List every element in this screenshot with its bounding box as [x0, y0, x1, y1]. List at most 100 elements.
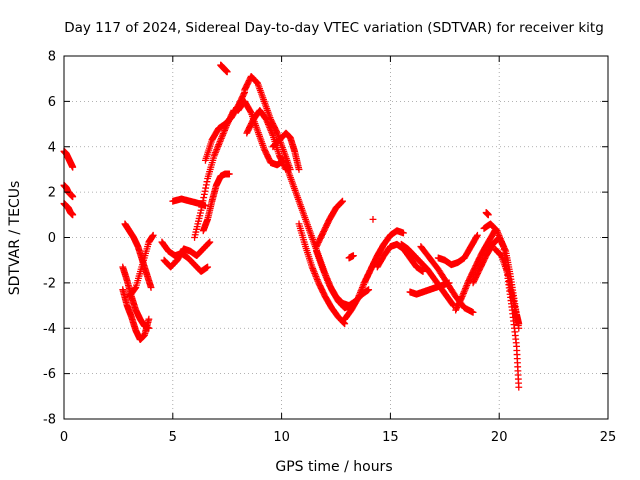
data-point	[266, 124, 274, 131]
data-point	[69, 193, 77, 201]
y-tick-label: 8	[48, 50, 56, 65]
y-tick-label: 2	[48, 186, 56, 201]
data-point	[212, 147, 220, 155]
data-point	[460, 288, 468, 296]
data-point	[473, 232, 481, 240]
data-point	[498, 238, 505, 246]
data-point	[461, 286, 469, 294]
data-point	[212, 149, 219, 157]
data-point	[203, 178, 211, 186]
data-point	[200, 194, 208, 201]
ticks-layer	[63, 55, 609, 420]
data-point	[202, 184, 210, 192]
data-point	[313, 276, 321, 284]
y-tick-label: -4	[43, 322, 56, 337]
data-point	[309, 265, 317, 272]
data-point	[356, 290, 364, 298]
data-point	[213, 146, 221, 153]
data-points-layer	[60, 61, 523, 391]
y-tick-label: 6	[48, 95, 56, 110]
x-axis-label: GPS time / hours	[275, 459, 392, 475]
data-point	[262, 116, 270, 123]
x-tick-label: 25	[600, 430, 617, 445]
data-point	[515, 320, 523, 328]
data-point	[339, 318, 347, 326]
data-point	[266, 125, 274, 133]
data-point	[354, 295, 362, 303]
data-point	[365, 286, 373, 294]
data-point	[131, 284, 139, 292]
data-point	[337, 199, 345, 206]
data-point	[320, 267, 327, 275]
data-point	[322, 273, 330, 281]
x-tick-label: 10	[273, 430, 290, 445]
data-point	[309, 266, 317, 274]
data-point	[247, 108, 254, 115]
data-point	[493, 227, 501, 235]
data-point	[145, 315, 153, 323]
data-point	[338, 198, 346, 206]
data-point	[474, 231, 481, 239]
data-point	[201, 187, 209, 195]
data-point	[469, 308, 477, 316]
data-point	[69, 211, 77, 219]
data-point	[149, 231, 157, 239]
y-tick-label: -6	[43, 367, 56, 382]
data-point	[460, 289, 467, 297]
data-point	[462, 285, 469, 292]
data-point	[494, 230, 502, 238]
data-point	[312, 273, 320, 280]
data-point	[445, 279, 453, 287]
data-point	[198, 200, 206, 208]
data-point	[359, 282, 367, 290]
data-point	[320, 269, 328, 276]
data-point	[324, 278, 332, 286]
data-point	[310, 268, 318, 276]
data-point	[459, 291, 467, 299]
y-axis-label: SDTVAR / TECUs	[7, 181, 23, 296]
data-point	[308, 263, 316, 271]
data-point	[198, 203, 206, 211]
data-point	[263, 117, 271, 125]
data-point	[357, 287, 365, 295]
data-point	[355, 292, 363, 299]
y-tick-label: 0	[48, 231, 56, 246]
data-point	[225, 170, 233, 178]
data-point	[264, 119, 272, 127]
data-point	[350, 252, 357, 260]
x-tick-label: 20	[491, 430, 508, 445]
y-tick-label: 4	[48, 140, 56, 155]
data-point	[458, 293, 466, 300]
data-point	[323, 275, 331, 283]
data-point	[311, 269, 319, 277]
data-point	[69, 163, 77, 171]
data-point	[322, 272, 329, 280]
data-point	[147, 284, 155, 291]
data-point	[497, 236, 505, 244]
data-point	[200, 190, 208, 198]
data-point	[215, 139, 223, 147]
data-point	[494, 228, 502, 236]
data-point	[400, 229, 407, 237]
data-point	[496, 233, 504, 241]
data-point	[515, 383, 523, 391]
data-point	[199, 197, 207, 205]
data-point	[358, 285, 366, 293]
x-tick-label: 5	[169, 430, 177, 445]
data-point	[223, 68, 231, 76]
data-point	[369, 215, 377, 223]
data-point	[215, 141, 223, 149]
tick-labels-layer: 0 5 10 15 20 25 -8 -6 -4 -2 0 2 4 6 8	[43, 50, 616, 446]
data-point	[498, 239, 506, 247]
data-point	[324, 276, 331, 284]
data-point	[217, 134, 225, 142]
data-point	[206, 238, 214, 246]
data-point	[214, 142, 222, 150]
data-point	[358, 284, 366, 292]
data-point	[204, 263, 212, 271]
data-point	[314, 277, 322, 285]
data-point	[355, 293, 362, 301]
data-point	[268, 130, 276, 138]
